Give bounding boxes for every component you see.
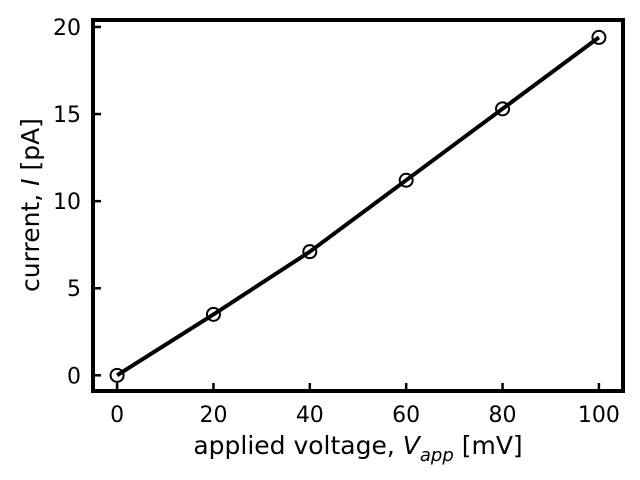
data-point bbox=[398, 172, 414, 188]
data-point bbox=[591, 29, 607, 45]
data-point bbox=[302, 244, 318, 260]
plot-frame bbox=[91, 18, 625, 393]
data-point bbox=[205, 306, 221, 322]
y-tick-label: 0 bbox=[67, 364, 81, 389]
data-markers bbox=[109, 29, 607, 383]
y-tick-label: 20 bbox=[53, 16, 81, 41]
ticks bbox=[93, 25, 601, 391]
y-axis-label: current, I [pA] bbox=[16, 118, 45, 292]
data-point bbox=[109, 367, 125, 383]
x-tick-label: 40 bbox=[296, 403, 324, 428]
x-tick-label: 60 bbox=[392, 403, 420, 428]
y-tick-label: 5 bbox=[67, 277, 81, 302]
x-tick-label: 80 bbox=[489, 403, 517, 428]
y-tick-label: 10 bbox=[53, 190, 81, 215]
data-point bbox=[495, 101, 511, 117]
x-tick-label: 20 bbox=[199, 403, 227, 428]
tick-labels: 0 20 40 60 80 100 0 5 10 15 20 bbox=[53, 16, 620, 428]
series-line bbox=[116, 35, 601, 377]
x-tick-label: 100 bbox=[578, 403, 620, 428]
y-tick-label: 15 bbox=[53, 103, 81, 128]
x-tick-label: 0 bbox=[110, 403, 124, 428]
x-axis-label: applied voltage, Vapp [mV] bbox=[193, 431, 522, 466]
